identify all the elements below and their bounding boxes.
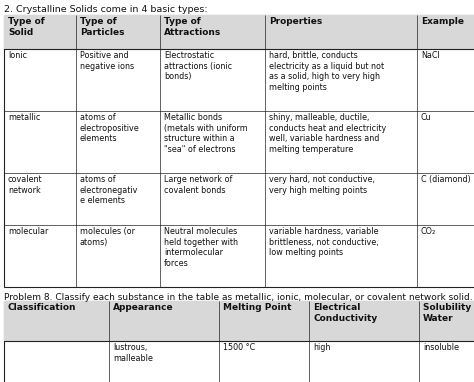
Text: Positive and
negative ions: Positive and negative ions	[80, 51, 134, 71]
Text: Problem 8. Classify each substance in the table as metallic, ionic, molecular, o: Problem 8. Classify each substance in th…	[4, 293, 473, 301]
Text: CO₂: CO₂	[421, 227, 436, 236]
Bar	[4, 301, 474, 382]
Text: molecular: molecular	[8, 227, 48, 236]
Text: Example: Example	[421, 17, 464, 26]
Text: atoms of
electropositive
elements: atoms of electropositive elements	[80, 113, 140, 143]
Text: Solubility in
Water: Solubility in Water	[423, 303, 474, 323]
Text: Appearance: Appearance	[113, 303, 173, 312]
Text: high: high	[313, 343, 330, 352]
Text: hard, brittle, conducts
electricity as a liquid but not
as a solid, high to very: hard, brittle, conducts electricity as a…	[269, 51, 384, 92]
Text: C (diamond): C (diamond)	[421, 175, 471, 184]
Text: 1500 °C: 1500 °C	[223, 343, 255, 352]
Text: Cu: Cu	[421, 113, 432, 122]
Text: NaCl: NaCl	[421, 51, 440, 60]
Text: covalent
network: covalent network	[8, 175, 43, 195]
Text: Type of
Attractions: Type of Attractions	[164, 17, 221, 37]
Text: Type of
Particles: Type of Particles	[80, 17, 125, 37]
Text: Large network of
covalent bonds: Large network of covalent bonds	[164, 175, 232, 195]
Text: Properties: Properties	[269, 17, 322, 26]
Text: Electrostatic
attractions (ionic
bonds): Electrostatic attractions (ionic bonds)	[164, 51, 232, 81]
Text: Classification: Classification	[8, 303, 76, 312]
Text: molecules (or
atoms): molecules (or atoms)	[80, 227, 135, 247]
Bar	[4, 301, 474, 340]
Text: Metallic bonds
(metals with uniform
structure within a
"sea" of electrons: Metallic bonds (metals with uniform stru…	[164, 113, 248, 154]
Text: variable hardness, variable
brittleness, not conductive,
low melting points: variable hardness, variable brittleness,…	[269, 227, 379, 257]
Text: lustrous,
malleable: lustrous, malleable	[113, 343, 153, 363]
Text: shiny, malleable, ductile,
conducts heat and electricity
well, variable hardness: shiny, malleable, ductile, conducts heat…	[269, 113, 386, 154]
Text: Melting Point: Melting Point	[223, 303, 292, 312]
Text: atoms of
electronegativ
e elements: atoms of electronegativ e elements	[80, 175, 138, 206]
Text: metallic: metallic	[8, 113, 40, 122]
Bar	[4, 15, 474, 49]
Text: Neutral molecules
held together with
intermolecular
forces: Neutral molecules held together with int…	[164, 227, 238, 268]
Text: Ionic: Ionic	[8, 51, 27, 60]
Text: Type of
Solid: Type of Solid	[8, 17, 45, 37]
Text: very hard, not conductive,
very high melting points: very hard, not conductive, very high mel…	[269, 175, 375, 195]
Bar	[4, 15, 474, 286]
Text: insoluble: insoluble	[423, 343, 459, 352]
Text: Electrical
Conductivity: Electrical Conductivity	[313, 303, 377, 323]
Text: 2. Crystalline Solids come in 4 basic types:: 2. Crystalline Solids come in 4 basic ty…	[4, 5, 208, 13]
